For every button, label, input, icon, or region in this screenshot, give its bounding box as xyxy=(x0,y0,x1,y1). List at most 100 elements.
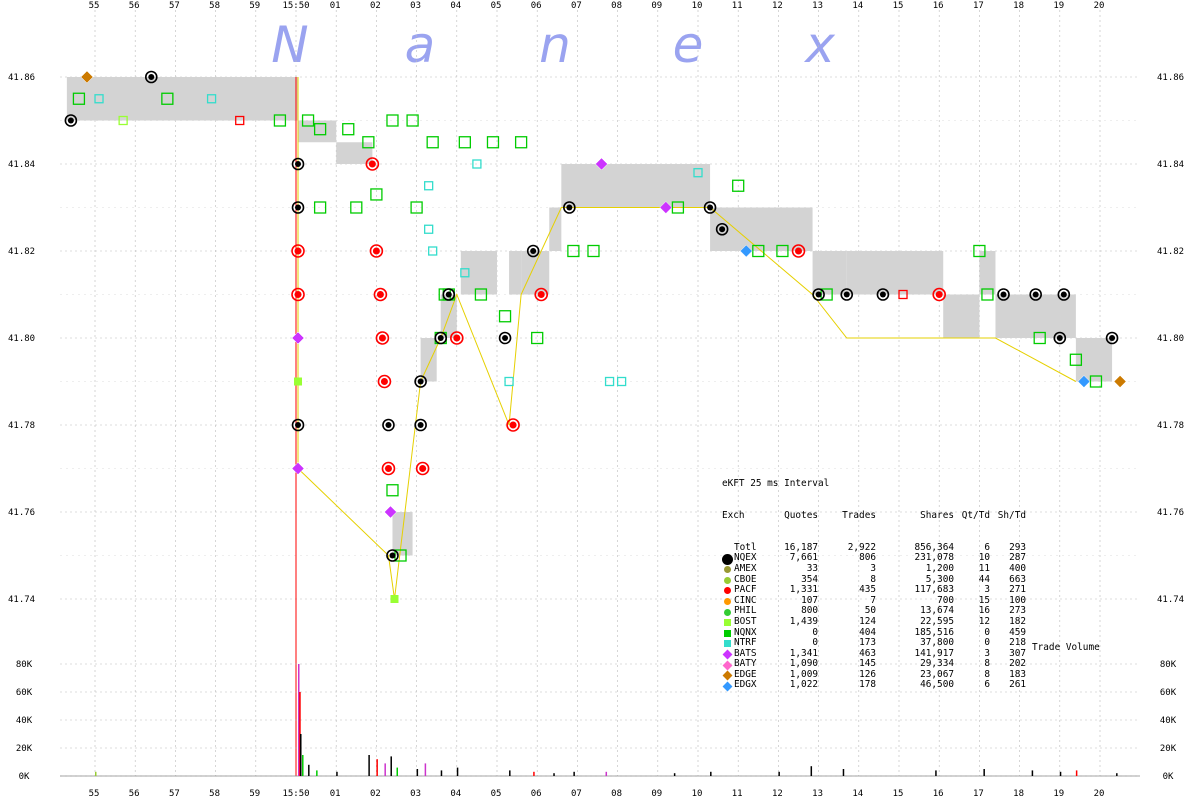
legend-cell: 46,500 xyxy=(920,679,954,691)
volume-bar xyxy=(336,771,338,776)
legend-column-header: Trades xyxy=(842,509,876,521)
quote-marker xyxy=(118,115,128,126)
trade-marker xyxy=(812,288,825,301)
nbbo-band xyxy=(66,77,299,121)
x-tick-label-bottom: 20 xyxy=(1094,789,1105,799)
legend-cell: 6 xyxy=(984,541,990,553)
legend-row: AMEX 33 3 1,200 11 400 xyxy=(722,562,1026,575)
legend-cell: 400 xyxy=(1009,562,1026,574)
volume-bar xyxy=(810,766,813,776)
trade-marker xyxy=(715,222,729,236)
trade-marker-core xyxy=(1032,291,1039,298)
volume-bar xyxy=(673,773,676,776)
nbbo-band xyxy=(420,338,437,382)
legend-cell: 124 xyxy=(859,615,876,627)
trade-marker xyxy=(1113,375,1127,388)
trade-marker-core xyxy=(445,291,452,298)
legend-cell: 100 xyxy=(1009,594,1026,606)
trade-marker xyxy=(434,331,448,345)
quote-marker xyxy=(1089,375,1103,388)
x-tick-label-bottom: 05 xyxy=(491,789,502,799)
legend-cell: AMEX xyxy=(734,562,757,574)
volume-tick-label-right: 80K xyxy=(1160,660,1177,670)
quote-marker xyxy=(604,376,615,387)
volume-bar xyxy=(302,755,304,776)
legend-column-header: Sh/Td xyxy=(997,509,1026,521)
legend-cell: 459 xyxy=(1009,626,1026,638)
x-tick-label-bottom: 04 xyxy=(450,789,461,799)
trade-marker xyxy=(377,374,392,389)
legend-cell: 182 xyxy=(1009,615,1026,627)
legend-swatch xyxy=(722,628,734,638)
trade-marker-core xyxy=(530,248,537,254)
legend-row: EDGE 1,009 126 23,067 8 183 xyxy=(722,668,1026,681)
x-tick-label-bottom: 19 xyxy=(1053,789,1064,799)
nbbo-band xyxy=(521,251,550,295)
nbbo-band xyxy=(561,164,711,208)
x-tick-label-top: 19 xyxy=(1053,1,1064,11)
x-tick-label-bottom: 58 xyxy=(209,789,220,799)
volume-bar xyxy=(416,769,419,776)
quote-marker xyxy=(458,136,471,149)
trade-marker xyxy=(369,244,384,258)
quote-marker xyxy=(410,201,423,214)
trade-marker xyxy=(414,418,427,432)
legend-cell: 218 xyxy=(1009,637,1026,649)
legend-cell: EDGE xyxy=(734,668,757,680)
legend-cell: CINC xyxy=(734,594,757,606)
legend-cell: 141,917 xyxy=(914,647,954,659)
quote-marker xyxy=(472,159,482,169)
y-tick-label-left: 41.76 xyxy=(8,508,35,518)
volume-tick-label-left: 80K xyxy=(16,660,33,670)
trade-marker xyxy=(384,505,397,519)
legend-cell: 3 xyxy=(984,584,990,596)
legend-column-header: Shares xyxy=(920,509,954,521)
quote-marker xyxy=(498,310,512,323)
x-tick-label-bottom: 14 xyxy=(852,789,863,799)
volume-bar xyxy=(573,771,575,776)
x-tick-label-bottom: 57 xyxy=(169,789,180,799)
x-tick-label-top: 16 xyxy=(933,1,944,11)
quote-marker xyxy=(486,136,500,149)
x-tick-label-top: 11 xyxy=(732,1,743,11)
legend-cell: 1,439 xyxy=(789,615,818,627)
legend-row: CINC 107 7 700 15 100 xyxy=(722,594,1026,607)
legend-cell: 800 xyxy=(801,605,818,617)
volume-bar xyxy=(308,764,310,776)
quote-marker xyxy=(94,94,104,104)
legend-cell: 0 xyxy=(812,637,818,649)
volume-bar xyxy=(1031,770,1034,776)
legend-row: CBOE 354 8 5,300 44 663 xyxy=(722,573,1026,586)
trade-marker-core xyxy=(879,291,886,298)
x-tick-label-top: 06 xyxy=(531,1,542,11)
volume-tick-label-right: 0K xyxy=(1163,772,1174,782)
trade-marker-core xyxy=(376,291,384,298)
x-tick-label-bottom: 55 xyxy=(89,789,100,799)
legend-cell: NQNX xyxy=(734,626,757,638)
x-tick-label-top: 15 xyxy=(893,1,904,11)
trade-marker-core xyxy=(537,291,545,298)
legend-row: Totl 16,187 2,922 856,364 6 293 xyxy=(722,541,1026,554)
quote-marker xyxy=(460,268,470,278)
legend-cell: 5,300 xyxy=(925,573,954,585)
trade-marker-core xyxy=(294,247,302,255)
trade-marker-core xyxy=(453,334,461,342)
trade-marker-core xyxy=(378,334,386,342)
legend-rows: Totl 16,187 2,922 856,364 6 293 NQEX 7,661 806 23… xyxy=(722,541,1026,692)
x-tick-label-top: 56 xyxy=(129,1,140,11)
legend-cell: Totl xyxy=(734,541,757,553)
legend-cell: 0 xyxy=(984,626,990,638)
x-tick-label-bottom: 02 xyxy=(370,789,381,799)
quote-marker xyxy=(514,136,528,149)
quote-marker xyxy=(752,244,765,258)
legend-cell: 3 xyxy=(870,562,876,574)
volume-tick-label-left: 40K xyxy=(16,716,33,726)
volume-bar xyxy=(396,767,398,776)
trade-marker-core xyxy=(67,117,74,124)
trade-marker-core xyxy=(295,422,302,428)
x-tick-label-bottom: 11 xyxy=(732,789,743,799)
trade-marker-core xyxy=(380,378,388,385)
trade-marker xyxy=(415,461,430,476)
quote-marker xyxy=(504,376,514,387)
quote-marker xyxy=(342,123,355,136)
